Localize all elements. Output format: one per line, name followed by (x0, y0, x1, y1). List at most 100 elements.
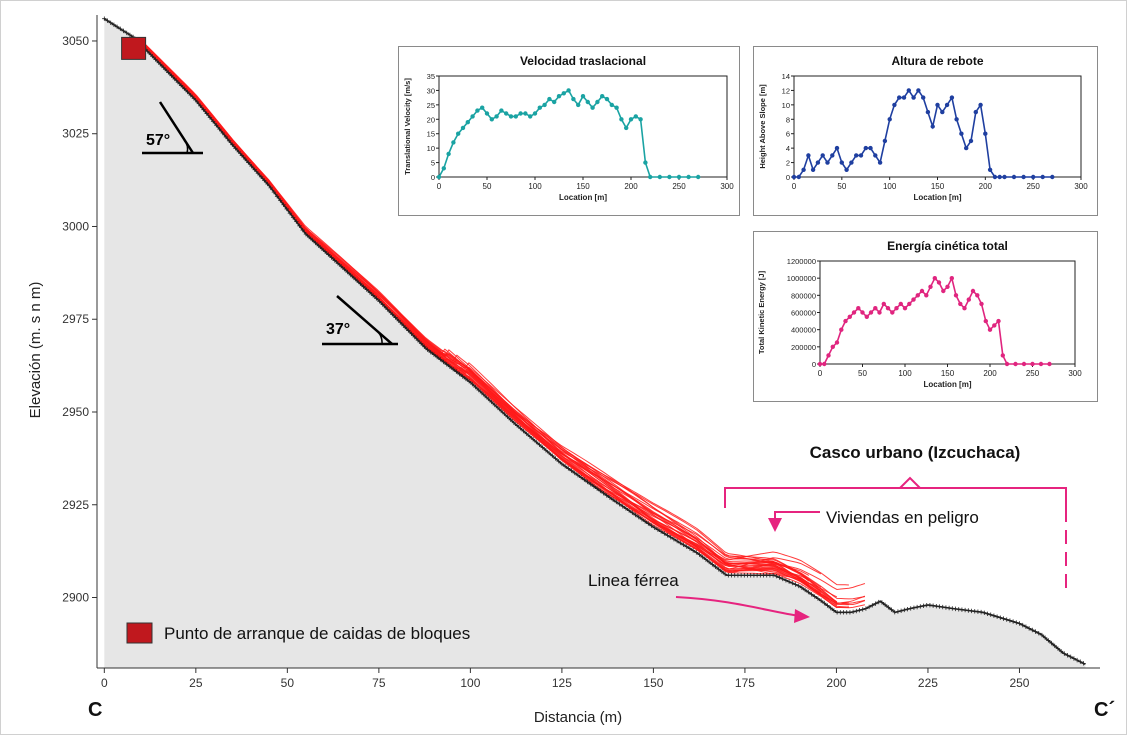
section-label-end: C´ (1094, 699, 1115, 721)
inset-data-point (885, 306, 891, 311)
inset-y-title: Height Above Slope [m] (758, 84, 767, 169)
inset-y-tick-label: 0 (786, 173, 790, 182)
x-tick-label: 50 (281, 676, 295, 690)
inset-data-point (901, 95, 907, 100)
inset-data-point (916, 88, 921, 93)
inset-data-point (532, 111, 538, 116)
inset-plot-area (793, 75, 1082, 178)
inset-svg: Altura de rebote 0 50 100 150 200 250 300 0 2 4 6 8 1… (758, 54, 1088, 202)
inset-data-point (839, 160, 844, 165)
inset-data-point (864, 314, 869, 319)
inset-data-point (1004, 361, 1010, 367)
x-tick-label: 250 (1009, 676, 1029, 690)
inset-data-point (566, 88, 571, 93)
inset-data-point (906, 88, 911, 93)
inset-data-point (1013, 361, 1018, 367)
inset-data-point (446, 151, 451, 157)
inset-data-point (834, 340, 840, 345)
inset-data-point (877, 160, 883, 165)
trajectory-line (140, 42, 810, 582)
inset-plot-area (438, 75, 728, 178)
inset-data-point (921, 95, 926, 100)
inset-data-point (580, 94, 586, 99)
inset-y-tick-label: 30 (427, 86, 435, 95)
section-label-start: C (88, 699, 102, 721)
inset-title: Energía cinética total (887, 239, 1008, 253)
inset-data-point (504, 111, 509, 116)
inset-series-line (820, 275, 1050, 365)
inset-x-tick-label: 0 (437, 182, 442, 191)
inset-data-point (1000, 353, 1005, 358)
y-tick-label: 2975 (62, 312, 89, 326)
inset-data-point (561, 91, 566, 96)
x-axis-title: Distancia (m) (534, 709, 622, 726)
angle-57-label: 57° (146, 132, 170, 149)
inset-data-point (1002, 174, 1007, 180)
inset-data-point (834, 145, 840, 151)
x-tick-label: 125 (552, 676, 572, 690)
x-tick-label: 0 (101, 676, 108, 690)
x-tick-label: 150 (643, 676, 663, 690)
inset-data-point (877, 310, 882, 315)
inset-data-point (911, 297, 916, 302)
y-tick-label: 3000 (62, 219, 89, 233)
inset-data-point (820, 153, 825, 158)
inset-data-point (936, 280, 942, 285)
inset-data-point (966, 297, 971, 302)
inset-x-title: Location [m] (914, 193, 962, 202)
inset-x-tick-label: 250 (672, 182, 686, 191)
inset-y-title: Translational Velocity [m/s] (403, 78, 412, 175)
inset-data-point (873, 153, 878, 158)
inset-x-tick-label: 100 (883, 182, 897, 191)
inset-data-point (932, 276, 937, 281)
inset-x-tick-label: 200 (624, 182, 638, 191)
inset-data-point (925, 109, 931, 115)
inset-data-point (518, 111, 523, 116)
inset-data-point (873, 306, 878, 311)
inset-data-point (881, 301, 886, 307)
inset-y-tick-label: 35 (427, 72, 435, 81)
inset-x-tick-label: 200 (983, 369, 997, 378)
inset-data-point (987, 327, 993, 332)
inset-title: Velocidad traslacional (520, 54, 646, 68)
inset-data-point (676, 174, 682, 180)
inset-data-point (992, 323, 997, 328)
inset-data-point (796, 174, 801, 180)
inset-data-point (456, 131, 461, 136)
inset-data-point (475, 108, 480, 113)
inset-data-point (499, 108, 504, 113)
x-tick-label: 100 (460, 676, 480, 690)
inset-x-tick-label: 150 (931, 182, 945, 191)
trajectory-line (140, 42, 838, 603)
x-tick-label: 75 (372, 676, 386, 690)
profile-markers (102, 16, 1086, 666)
inset-data-point (979, 301, 984, 307)
inset-data-point (849, 160, 854, 165)
inset-data-point (657, 174, 662, 180)
inset-x-tick-label: 100 (528, 182, 542, 191)
inset-series-line (438, 89, 699, 178)
inset-data-point (624, 125, 629, 131)
inset-data-point (970, 288, 976, 294)
inset-data-point (868, 310, 874, 315)
inset-y-tick-label: 10 (782, 101, 790, 110)
x-tick-label: 225 (918, 676, 938, 690)
inset-data-point (975, 293, 980, 298)
inset-data-point (892, 102, 897, 108)
y-tick-label: 3025 (62, 127, 89, 141)
inset-y-tick-label: 400000 (791, 326, 816, 335)
inset-x-title: Location [m] (924, 380, 972, 389)
inset-data-point (1031, 174, 1036, 180)
inset-data-point (919, 288, 925, 294)
inset-y-tick-label: 6 (786, 130, 790, 139)
y-tick-label: 2900 (62, 591, 89, 605)
inset-x-tick-label: 200 (979, 182, 993, 191)
inset-x-tick-label: 300 (1068, 369, 1082, 378)
y-axis-title: Elevación (m. s n m) (27, 282, 44, 419)
inset-data-point (839, 327, 844, 332)
inset-data-point (595, 99, 600, 105)
inset-data-point (484, 111, 490, 116)
inset-data-point (576, 102, 581, 108)
inset-data-point (528, 114, 533, 119)
